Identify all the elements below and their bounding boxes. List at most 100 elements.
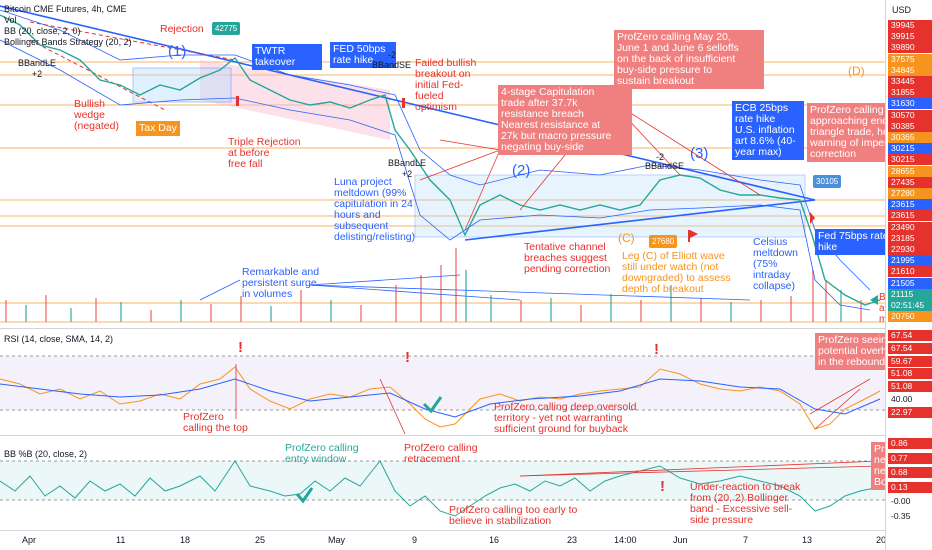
bbp-alert: ! — [660, 478, 665, 495]
triple-rejection-note: Triple Rejection at before free fall — [228, 136, 301, 170]
bbse-label-1: BBandSE — [372, 60, 412, 70]
date-label: Apr — [22, 535, 37, 545]
profzero-oversold-note: ProfZero calling deep oversold territory… — [494, 401, 637, 435]
volume-bars — [5, 248, 862, 322]
axis-price-label: 37575 — [888, 53, 932, 65]
axis-price-label: 39945 — [888, 20, 932, 31]
ecb-hike-note: ECB 25bps rate hike U.S. inflation art 8… — [732, 101, 804, 160]
bb-indicator-label[interactable]: BB (20, close, 2, 0) — [4, 26, 81, 36]
fed-75bps-note: Fed 75bps rate hike — [815, 229, 889, 255]
twtr-takeover-note: TWTR takeover — [252, 44, 322, 70]
profzero-top-note: ProfZero calling the top — [183, 411, 248, 434]
capitulation-note: 4-stage Capitulation trade after 37.7k r… — [498, 85, 632, 155]
rejection-note: Rejection — [160, 23, 204, 35]
date-label: 7 — [743, 535, 749, 545]
right-edge-note: B ar m — [879, 292, 888, 325]
date-label: 9 — [412, 535, 418, 545]
axis-price-label: 30215 — [888, 143, 932, 155]
axis-price-label: 23615 — [888, 199, 932, 211]
axis-price-label: 0.13 — [888, 481, 932, 493]
bbs-indicator-label[interactable]: Bollinger Bands Strategy (20, 2) — [4, 37, 132, 47]
volume-indicator-label[interactable]: Vol — [4, 15, 17, 25]
axis-price-label: 40.00 — [891, 394, 913, 404]
axis-price-label: -0.00 — [891, 496, 911, 506]
axis-price-label: 67.54 — [888, 330, 932, 341]
axis-price-label: 34845 — [888, 64, 932, 76]
axis-price-label: 0.86 — [888, 438, 932, 449]
axis-price-label: 0.68 — [888, 467, 932, 478]
axis-price-label: 23615 — [888, 210, 932, 222]
price-tag-30105: 30105 — [813, 175, 842, 188]
axis-price-label: 21995 — [888, 255, 932, 267]
axis-price-label: 39890 — [888, 42, 932, 54]
axis-price-label: 23490 — [888, 221, 932, 233]
rsi-chart-drawing — [0, 355, 885, 435]
axis-price-label: 39915 — [888, 31, 932, 43]
bbp-chart-drawing — [0, 460, 885, 517]
bbp-pane[interactable]: BB %B (20, close, 2) ProfZero calling en… — [0, 436, 885, 530]
profzero-retrace-note: ProfZero calling retracement — [404, 442, 478, 465]
price-chart-drawing — [0, 5, 885, 323]
leg-c-note: Leg (C) of Elliott wave still under watc… — [622, 250, 731, 295]
date-label: 13 — [802, 535, 813, 545]
wave-d-label: (D) — [848, 64, 865, 78]
axis-price-label: 67.54 — [888, 342, 932, 354]
date-label: Jun — [673, 535, 688, 545]
price-tag-42775: 42775 — [212, 22, 241, 35]
axis-price-label: 21610 — [888, 266, 932, 278]
bbp-indicator-label[interactable]: BB %B (20, close, 2) — [4, 449, 88, 459]
pane-separator-2[interactable] — [0, 435, 885, 436]
date-label: May — [328, 535, 346, 545]
axis-price-label: 02:51:45 — [888, 300, 932, 311]
bb-entry-left: BBandLE +2 — [18, 58, 57, 79]
profzero-rebound-note: ProfZero seeing potential overheat in th… — [815, 333, 885, 370]
descending-channel — [200, 60, 390, 140]
axis-price-label: 21505 — [888, 277, 932, 289]
bbse-label-2: BBandSE — [645, 161, 685, 171]
wave-3-label: (3) — [690, 145, 709, 162]
under-reaction-note: Under-reaction to break from (20, 2) Bol… — [690, 481, 801, 526]
celsius-meltdown-note: Celsius meltdown (75% intraday collapse) — [753, 236, 798, 292]
price-axis[interactable]: USD 39945 39915 39890 37575 34845 33445 31855 3… — [885, 0, 932, 550]
axis-price-label: 30570 — [888, 109, 932, 121]
tentative-channel-note: Tentative channel breaches suggest pendi… — [524, 241, 611, 275]
minus-two-label-2: -2 — [656, 152, 665, 162]
date-axis-border — [0, 530, 885, 531]
currency-label: USD — [892, 5, 912, 15]
minus-two-label: -2 — [388, 50, 397, 60]
profzero-early-note: ProfZero calling too early to believe in… — [449, 504, 578, 527]
date-label: 14:00 — [614, 535, 637, 545]
price-line — [0, 14, 881, 306]
rsi-indicator-label[interactable]: RSI (14, close, SMA, 14, 2) — [4, 334, 114, 344]
wave-2-label: (2) — [512, 162, 531, 179]
axis-price-label: 31855 — [888, 87, 932, 99]
axis-price-label: 27280 — [888, 188, 932, 199]
date-label: 25 — [255, 535, 266, 545]
axis-price-label: 33445 — [888, 76, 932, 87]
pane-separator-1[interactable] — [0, 328, 885, 329]
axis-price-label: -0.35 — [891, 510, 911, 521]
date-label: 16 — [489, 535, 500, 545]
profzero-entry-note: ProfZero calling entry window — [285, 442, 359, 465]
rsi-alert-2: ! — [405, 349, 410, 366]
axis-price-label: 30215 — [888, 154, 932, 166]
symbol-title[interactable]: Bitcoin CME Futures, 4h, CME — [4, 4, 127, 14]
price-pane[interactable]: Bitcoin CME Futures, 4h, CME Vol BB (20,… — [0, 0, 889, 328]
rsi-alert-1: ! — [238, 339, 243, 356]
rsi-pane[interactable]: RSI (14, close, SMA, 14, 2) ! ! ! ProfZe… — [0, 329, 885, 435]
axis-price-label: 30385 — [888, 120, 932, 132]
date-label: 11 — [116, 535, 126, 545]
wave-1-label: (1) — [168, 43, 187, 60]
axis-price-label: 21115 — [888, 288, 932, 300]
range-box-1 — [132, 67, 232, 103]
bb-entry-mid: BBandLE +2 — [388, 158, 427, 179]
volume-surge-note: Remarkable and persistent surge in volum… — [242, 266, 320, 300]
bb-upper — [0, 9, 871, 291]
date-label: 18 — [180, 535, 191, 545]
axis-price-label: 30365 — [888, 132, 932, 143]
wave-c-label: (C) — [618, 231, 635, 245]
date-label: 20 — [876, 535, 887, 545]
horizontal-levels — [0, 61, 885, 323]
luna-meltdown-note: Luna project meltdown (99% capitulation … — [334, 176, 416, 243]
annotation-lines — [199, 274, 751, 301]
